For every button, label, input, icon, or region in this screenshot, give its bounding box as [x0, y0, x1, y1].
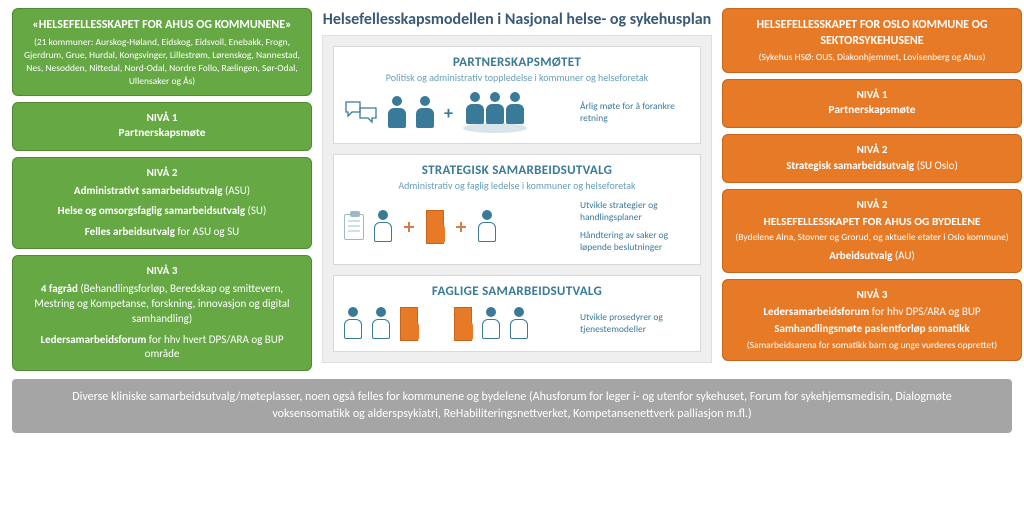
person-icon	[506, 92, 524, 126]
left-level2-label: NIVÅ 2	[23, 166, 301, 181]
left-l3-line2-bold: Ledersamarbeidsforum	[40, 333, 146, 346]
right-header-title: HELSEFELLESSKAPET FOR OSLO KOMMUNE OG SE…	[733, 17, 1011, 49]
center-panel: PARTNERSKAPSMØTET Politisk og administra…	[322, 35, 712, 363]
person-icon	[344, 307, 362, 341]
left-level1-label: NIVÅ 1	[23, 111, 301, 126]
left-l2-line2-rest: (SU)	[245, 204, 266, 217]
person-icon	[482, 307, 500, 341]
p1-illustration: +	[344, 92, 527, 133]
right-level2b-label: NIVÅ 2	[733, 198, 1011, 213]
right-l2b-line1-rest: (AU)	[892, 249, 914, 262]
right-level1-box: NIVÅ 1 Partnerskapsmøte	[722, 79, 1022, 127]
person-icon	[374, 210, 392, 244]
left-column: «HELSEFELLESSKAPET FOR AHUS OG KOMMUNENE…	[12, 8, 312, 371]
right-level2b-box: NIVÅ 2 HELSEFELLESSKAPET FOR AHUS OG BYD…	[722, 189, 1022, 273]
p2-illustration	[344, 210, 496, 244]
main-grid: «HELSEFELLESSKAPET FOR AHUS OG KOMMUNENE…	[0, 0, 1024, 371]
left-l3-line2-rest: for hhv hvert DPS/ARA og BUP område	[145, 333, 284, 361]
center-p1-note: Årlig møte for å forankre retning	[580, 101, 690, 125]
center-column: Helsefellesskapsmodellen i Nasjonal hels…	[322, 8, 712, 371]
left-header-title: «HELSEFELLESSKAPET FOR AHUS OG KOMMUNENE…	[23, 17, 301, 33]
center-p2-sub: Administrativ og faglig ledelse i kommun…	[344, 179, 690, 192]
p3-illustration	[344, 307, 528, 341]
person-icon	[400, 307, 418, 341]
person-icon	[372, 307, 390, 341]
center-p2-note1: Utvikle strategier og handlingsplaner	[580, 200, 690, 224]
right-l3-line2-bold: Samhandlingsmøte pasientforløp somatikk	[774, 322, 969, 335]
left-level1-box: NIVÅ 1 Partnerskapsmøte	[12, 102, 312, 150]
center-box-faglige: FAGLIGE SAMARBEIDSUTVALG Utvikle prosedy…	[333, 275, 701, 352]
right-l3-line1-rest: for hhv DPS/ARA og BUP	[869, 305, 980, 318]
left-header-box: «HELSEFELLESSKAPET FOR AHUS OG KOMMUNENE…	[12, 8, 312, 96]
left-level2-box: NIVÅ 2 Administrativt samarbeidsutvalg (…	[12, 157, 312, 249]
right-level2a-box: NIVÅ 2 Strategisk samarbeidsutvalg (SU O…	[722, 134, 1022, 184]
cross-icon	[404, 222, 414, 232]
left-l2-line1-rest: (ASU)	[222, 184, 250, 197]
center-p1-title: PARTNERSKAPSMØTET	[344, 55, 690, 70]
person-icon	[454, 307, 472, 341]
center-p3-title: FAGLIGE SAMARBEIDSUTVALG	[344, 284, 690, 299]
right-level1-label: NIVÅ 1	[733, 88, 1011, 103]
clipboard-icon	[344, 214, 364, 240]
center-p2-title: STRATEGISK SAMARBEIDSUTVALG	[344, 163, 690, 178]
cross-icon	[456, 222, 466, 232]
plus-icon: +	[444, 102, 453, 124]
platform-icon	[463, 92, 527, 133]
right-l2b-line1-bold: Arbeidsutvalg	[829, 249, 892, 262]
footer-box: Diverse kliniske samarbeidsutvalg/møtepl…	[12, 379, 1012, 433]
left-l3-line1-bold: 4 fagråd	[41, 282, 78, 295]
person-icon	[466, 92, 484, 126]
person-icon	[478, 210, 496, 244]
person-icon	[388, 96, 406, 130]
right-l2b-detail: (Bydelene Alna, Stovner og Grorud, og ak…	[733, 231, 1011, 244]
left-l2-line3-bold: Felles arbeidsutvalg	[85, 225, 175, 238]
right-l2a-rest: (SU Oslo)	[914, 159, 958, 172]
person-icon	[486, 92, 504, 126]
person-icon	[510, 307, 528, 341]
right-level3-label: NIVÅ 3	[733, 288, 1011, 303]
right-l2b-title: HELSEFELLESSKAPET FOR AHUS OG BYDELENE	[733, 215, 1011, 231]
right-l3-line1-bold: Ledersamarbeidsforum	[763, 305, 869, 318]
right-l3-line3: (Samarbeidsarena for somatikk barn og un…	[733, 339, 1011, 352]
left-l2-line1-bold: Administrativt samarbeidsutvalg	[74, 184, 223, 197]
person-icon	[416, 96, 434, 130]
page-title: Helsefellesskapsmodellen i Nasjonal hels…	[322, 8, 712, 35]
center-p3-note: Utvikle prosedyrer og tjenestemodeller	[580, 312, 690, 336]
center-box-strategisk: STRATEGISK SAMARBEIDSUTVALG Administrati…	[333, 154, 701, 265]
right-header-box: HELSEFELLESSKAPET FOR OSLO KOMMUNE OG SE…	[722, 8, 1022, 73]
right-level2a-label: NIVÅ 2	[733, 143, 1011, 158]
right-column: HELSEFELLESSKAPET FOR OSLO KOMMUNE OG SE…	[722, 8, 1022, 371]
left-header-detail: (21 kommuner: Aurskog-Høland, Eidskog, E…	[23, 36, 301, 87]
right-level1-line: Partnerskapsmøte	[733, 103, 1011, 119]
left-level3-label: NIVÅ 3	[23, 264, 301, 279]
left-level3-box: NIVÅ 3 4 fagråd (Behandlingsforløp, Bere…	[12, 255, 312, 371]
right-level3-box: NIVÅ 3 Ledersamarbeidsforum for hhv DPS/…	[722, 279, 1022, 360]
right-header-detail: (Sykehus HSØ: OUS, Diakonhjemmet, Lovise…	[733, 51, 1011, 64]
left-l2-line3-rest: for ASU og SU	[175, 225, 239, 238]
person-icon	[426, 210, 444, 244]
left-l2-line2-bold: Helse og omsorgsfaglig samarbeidsutvalg	[58, 204, 245, 217]
center-p1-sub: Politisk og administrativ toppledelse i …	[344, 71, 690, 84]
left-level1-line: Partnerskapsmøte	[23, 126, 301, 142]
right-l2a-bold: Strategisk samarbeidsutvalg	[786, 159, 914, 172]
center-p2-note2: Håndtering av saker og løpende beslutnin…	[580, 230, 690, 254]
speech-icon	[344, 100, 378, 126]
center-box-partnerskap: PARTNERSKAPSMØTET Politisk og administra…	[333, 46, 701, 144]
